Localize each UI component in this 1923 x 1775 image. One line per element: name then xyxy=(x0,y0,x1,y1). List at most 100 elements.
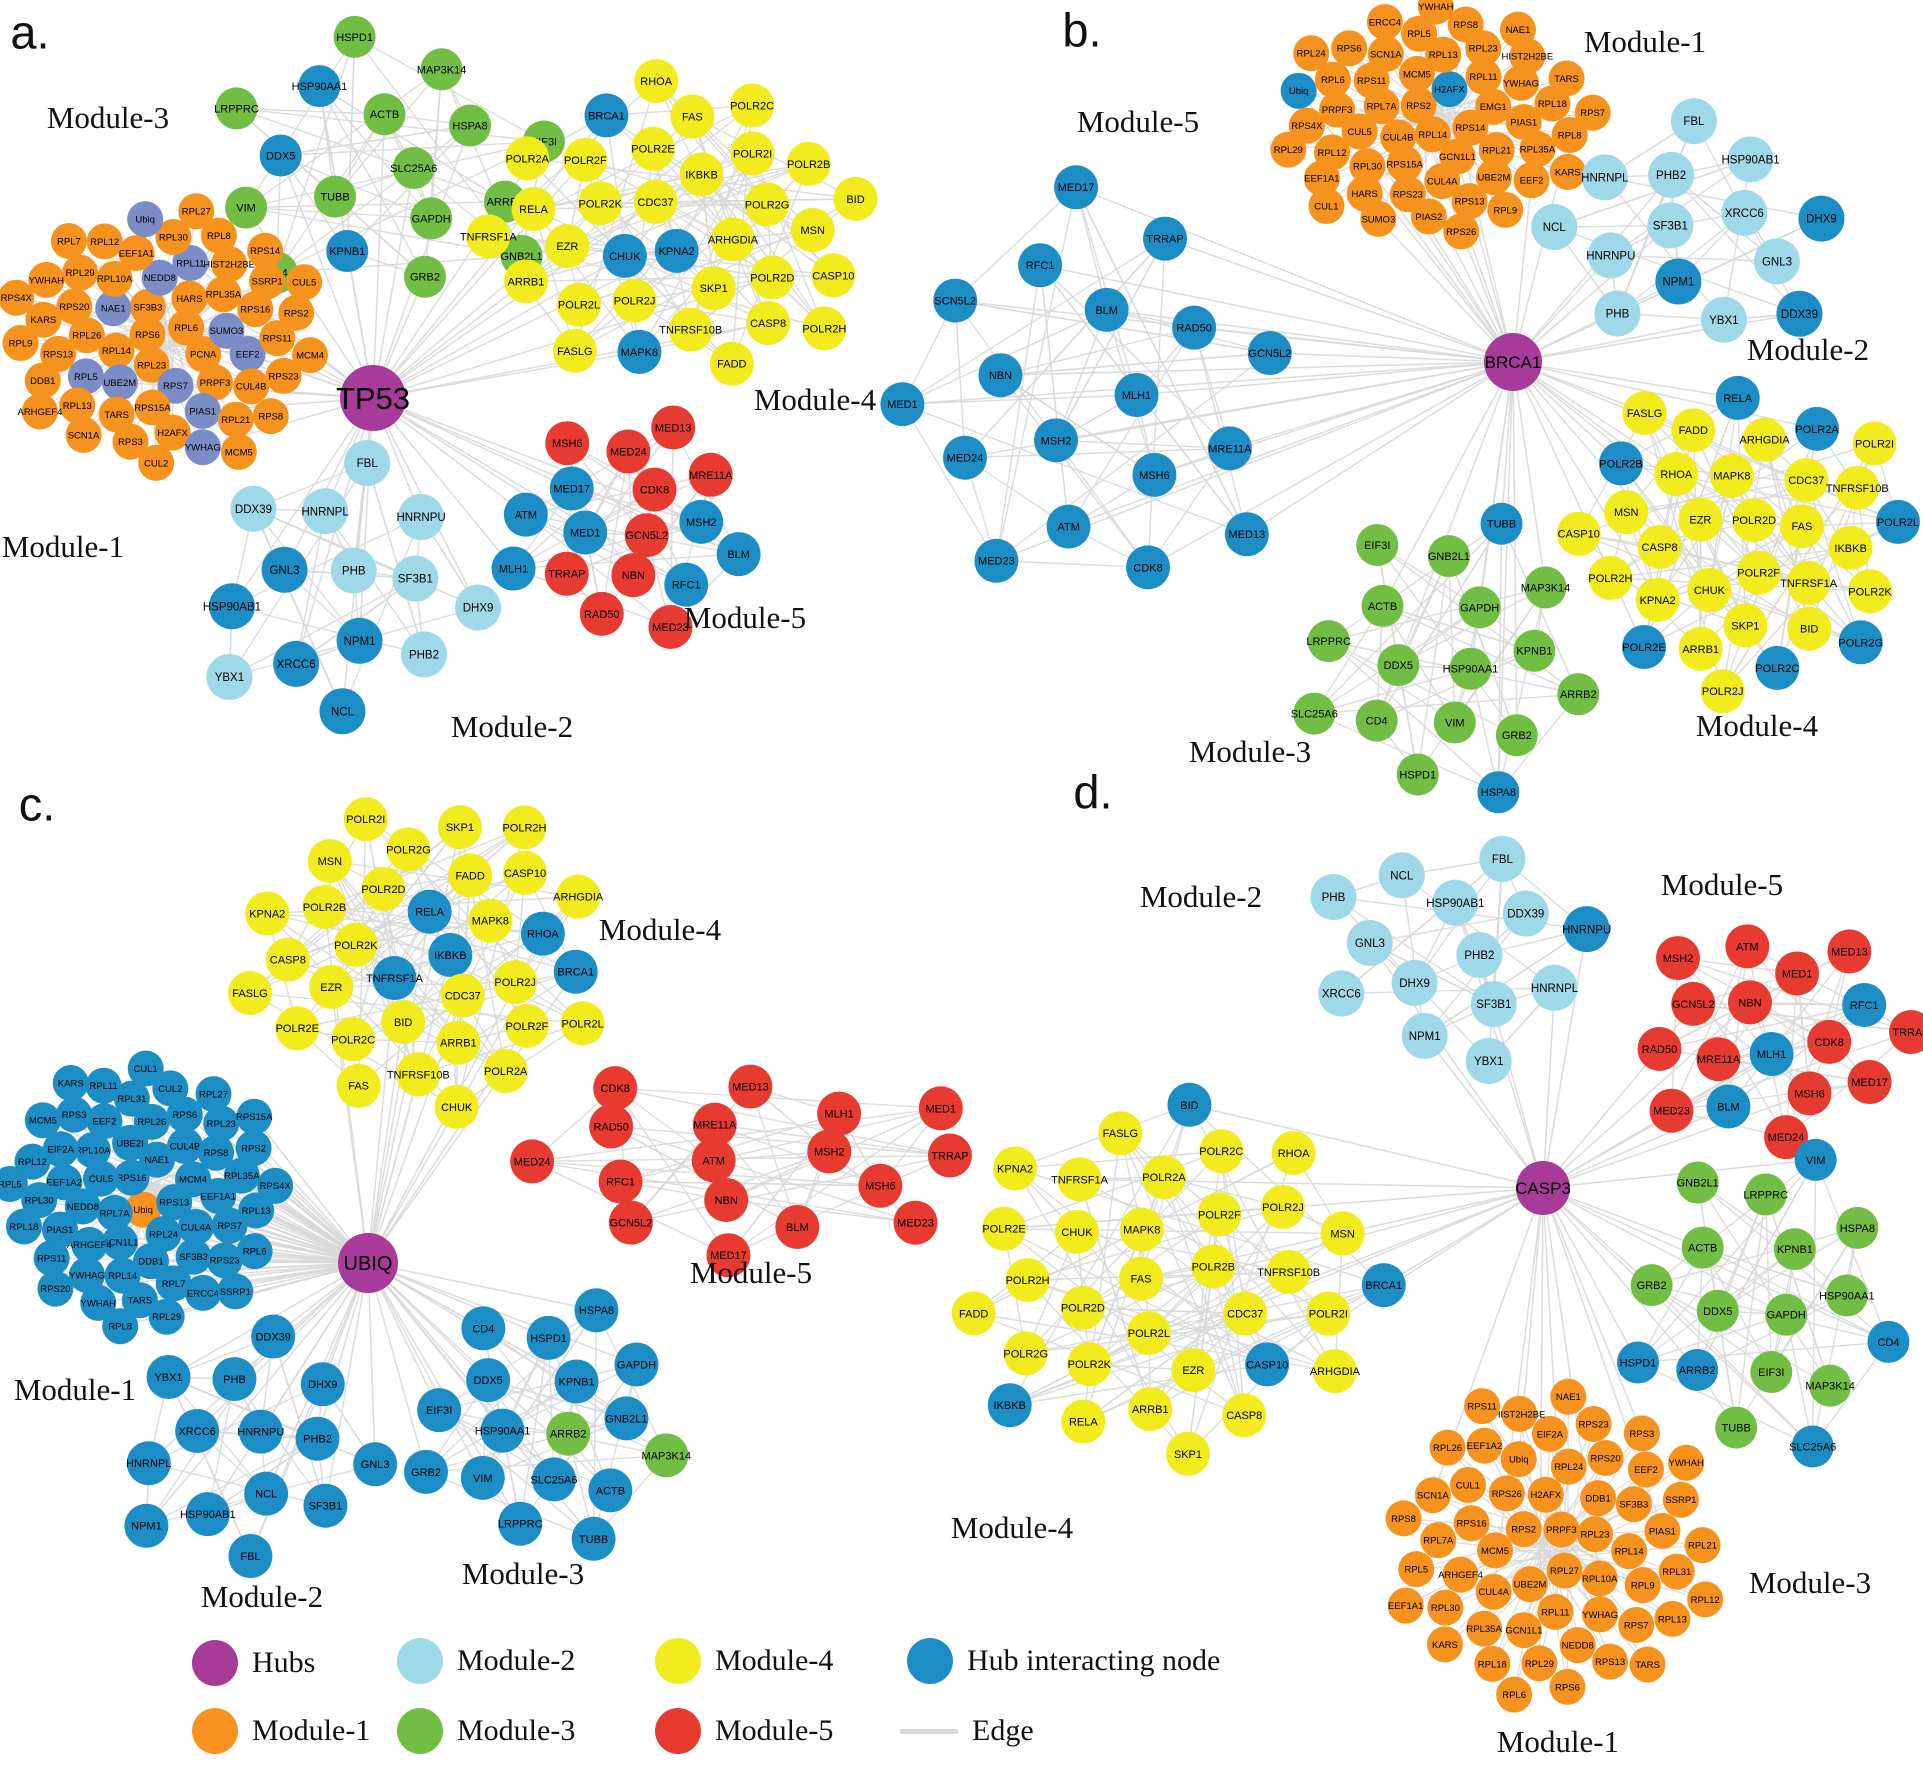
edge xyxy=(1497,693,1579,793)
edge xyxy=(996,560,1149,569)
node-GNL3 xyxy=(1753,238,1800,285)
node-PHB xyxy=(1594,290,1641,337)
node-FADD xyxy=(709,341,754,386)
node-MSN xyxy=(307,838,352,883)
node-FADD xyxy=(951,1291,996,1336)
edge xyxy=(231,605,425,656)
node-RPS23 xyxy=(265,357,302,394)
node-DHX9 xyxy=(455,584,502,631)
node-KPNA2 xyxy=(245,891,290,936)
edge xyxy=(1604,176,1725,321)
node-RPS11 xyxy=(33,1240,70,1277)
edge xyxy=(245,68,442,209)
node-MSN xyxy=(790,208,835,253)
node-Ubiq xyxy=(1500,1441,1537,1478)
edge xyxy=(207,1262,369,1515)
edge xyxy=(1651,1284,1814,1447)
node-EEF1A1 xyxy=(1303,160,1340,197)
node-RPS13 xyxy=(40,335,77,372)
edge xyxy=(1328,640,1518,736)
edge xyxy=(1765,1194,1831,1386)
edge xyxy=(1651,1227,1858,1286)
node-HSPA8 xyxy=(574,1288,619,1333)
node-ARRB2 xyxy=(1676,1349,1719,1392)
panel-b: MLH1MSH2BLMMSH6NBNRAD50ATMRFC1MRE11AMED2… xyxy=(880,0,1920,814)
edge xyxy=(1512,180,1533,363)
node-H2AFX xyxy=(154,414,191,451)
node-YWHAH xyxy=(1668,1444,1705,1481)
node-ARRB1 xyxy=(503,259,548,304)
node-PCNA xyxy=(185,335,222,372)
edge xyxy=(367,1262,376,1465)
edge xyxy=(1651,1284,1831,1387)
node-HSPA8 xyxy=(1836,1206,1879,1249)
node-NAE1 xyxy=(1550,1378,1587,1415)
edge xyxy=(148,1383,324,1464)
node-ACTB xyxy=(1361,584,1404,627)
node-RPS11 xyxy=(1353,62,1390,99)
node-MED13 xyxy=(1827,929,1872,974)
node-TNFRSF1A xyxy=(1057,1157,1102,1202)
node-RPL11 xyxy=(172,245,209,282)
node-MSN xyxy=(1320,1211,1365,1256)
node-KARS xyxy=(1549,154,1586,191)
node-MED17 xyxy=(1847,1060,1892,1105)
node-ATM xyxy=(1046,504,1091,549)
node-POLR2I xyxy=(343,797,388,842)
node-RPL18 xyxy=(5,1208,42,1245)
node-ARRB2 xyxy=(1557,673,1600,716)
node-EEF2 xyxy=(229,336,266,373)
node-POLR2K xyxy=(578,181,623,226)
node-CUL1 xyxy=(1449,1467,1486,1504)
node-RPS7 xyxy=(1618,1607,1655,1644)
node-CUL5 xyxy=(1341,113,1378,150)
node-NBN xyxy=(704,1177,749,1222)
node-BID xyxy=(1167,1082,1212,1127)
edge xyxy=(1039,264,1231,449)
edge xyxy=(1671,1081,1870,1112)
edge xyxy=(330,874,471,988)
edge xyxy=(1193,1284,1385,1371)
node-DDX39 xyxy=(1502,890,1549,937)
edge xyxy=(1497,587,1547,793)
node-RPL14 xyxy=(1414,116,1451,153)
node-RPL11 xyxy=(1465,58,1502,95)
node-RPS20 xyxy=(37,1270,74,1307)
node-RPL24 xyxy=(1550,1448,1587,1485)
node-ACTB xyxy=(363,93,406,136)
node-MLH1 xyxy=(1114,373,1159,417)
edge xyxy=(1164,237,1514,363)
node-KPNA2 xyxy=(654,228,699,273)
node-CD4 xyxy=(1355,699,1398,742)
node-YBX1 xyxy=(206,654,253,701)
node-BRCA1 xyxy=(553,949,598,994)
node-RPS6 xyxy=(129,316,166,353)
node-HNRNPU xyxy=(1587,232,1634,279)
edge xyxy=(1542,1187,1698,1371)
node-RPS13 xyxy=(1592,1643,1629,1680)
node-POLR2D xyxy=(1060,1285,1105,1330)
node-RPS16 xyxy=(237,291,274,328)
node-RPS3 xyxy=(1623,1415,1660,1452)
node-MCM5 xyxy=(24,1102,61,1139)
node-SF3B3 xyxy=(175,1238,212,1275)
node-RPL27 xyxy=(178,193,215,230)
node-Ubiq xyxy=(125,1191,162,1228)
node-HSP90AB1 xyxy=(1432,879,1479,926)
node-GAPDH xyxy=(614,1342,659,1387)
edge xyxy=(964,238,1166,459)
node-TNFRSF10B xyxy=(1835,465,1880,510)
node-RPL8 xyxy=(200,217,237,254)
node-RPS15A xyxy=(1386,145,1423,182)
node-RFC1 xyxy=(1018,243,1063,288)
edge xyxy=(964,447,1230,459)
node-POLR2H xyxy=(1005,1258,1050,1303)
node-EMG1 xyxy=(1475,88,1512,125)
edge xyxy=(367,1262,427,1473)
node-RPS8 xyxy=(198,1134,235,1171)
edge xyxy=(1376,544,1518,736)
node-EEF1A2 xyxy=(1466,1427,1503,1464)
node-SSRP1 xyxy=(1662,1481,1699,1518)
node-SF3B1 xyxy=(1647,202,1694,249)
node-MED23 xyxy=(1649,1088,1694,1133)
